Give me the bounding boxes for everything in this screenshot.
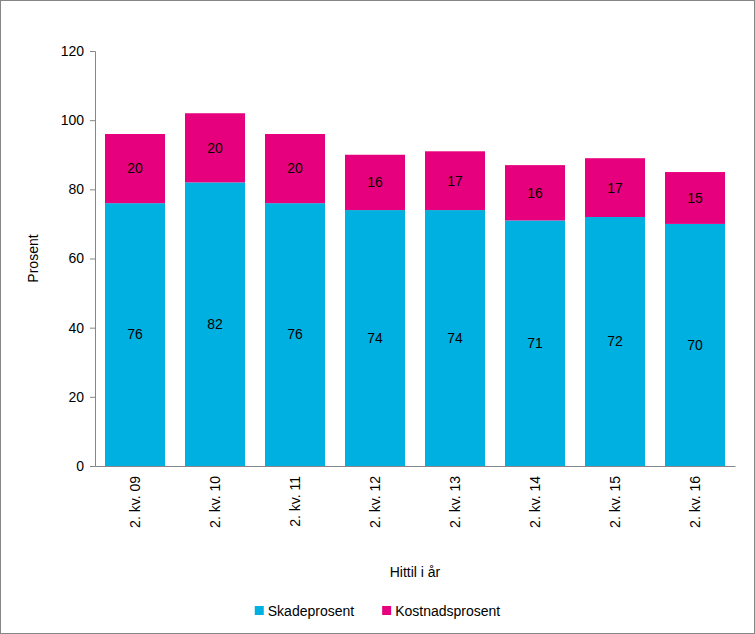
y-tick-mark xyxy=(90,120,95,121)
y-tick-label: 40 xyxy=(68,320,84,336)
y-tick: 20 xyxy=(68,389,95,405)
legend-swatch xyxy=(382,606,391,615)
y-tick: 80 xyxy=(68,181,95,197)
y-tick-mark xyxy=(90,397,95,398)
bar-segment xyxy=(665,224,725,466)
x-tick-label: 2. kv. 10 xyxy=(207,476,223,528)
data-label: 74 xyxy=(447,330,463,346)
x-tick-label: 2. kv. 15 xyxy=(607,476,623,528)
chart-border xyxy=(1,1,755,634)
plot: 76 82 76 74 74 71 72 70 20 20 20 16 17 16 17 15 0 20 40 60 8… xyxy=(61,43,736,528)
y-axis-line xyxy=(90,52,96,467)
y-tick-label: 120 xyxy=(61,43,85,59)
y-axis: 0 20 40 60 80 100 120 xyxy=(61,43,96,474)
data-label: 76 xyxy=(127,326,143,342)
y-tick-mark xyxy=(90,466,95,467)
data-label: 20 xyxy=(127,160,143,176)
x-tick: 2. kv. 10 xyxy=(207,476,223,528)
x-axis: 2. kv. 09 2. kv. 10 2. kv. 11 2. kv. 12 2. k… xyxy=(96,467,736,528)
legend: Skadeprosent Kostnadsprosent xyxy=(255,603,501,619)
data-label: 20 xyxy=(207,140,223,156)
x-tick: 2. kv. 11 xyxy=(287,476,303,527)
bar-segment xyxy=(665,172,725,224)
x-axis-title: Hittil i år xyxy=(390,564,441,580)
x-tick-label: 2. kv. 13 xyxy=(447,476,463,528)
data-label: 17 xyxy=(447,173,463,189)
y-tick: 120 xyxy=(61,43,95,59)
y-tick: 0 xyxy=(76,458,95,474)
bar-segment xyxy=(265,203,325,466)
legend-swatch xyxy=(255,606,264,615)
legend-item: Kostnadsprosent xyxy=(382,603,500,619)
data-label: 71 xyxy=(527,335,543,351)
bar-segment xyxy=(585,217,645,466)
y-tick-label: 60 xyxy=(68,250,84,266)
data-label: 17 xyxy=(607,180,623,196)
data-label: 72 xyxy=(607,333,623,349)
y-axis-title: Prosent xyxy=(25,234,41,282)
bar-segment xyxy=(185,113,245,182)
y-tick-label: 80 xyxy=(68,181,84,197)
y-tick: 60 xyxy=(68,250,95,266)
y-tick-mark xyxy=(90,328,95,329)
bar-segment xyxy=(345,210,405,466)
y-tick-label: 100 xyxy=(61,112,85,128)
y-tick-mark xyxy=(90,51,95,52)
bar-segment xyxy=(505,165,565,220)
x-tick-label: 2. kv. 14 xyxy=(527,476,543,528)
data-label: 70 xyxy=(687,337,703,353)
legend-label: Kostnadsprosent xyxy=(395,603,500,619)
x-tick: 2. kv. 13 xyxy=(447,476,463,528)
bar-segment xyxy=(345,155,405,210)
x-tick-label: 2. kv. 16 xyxy=(687,476,703,528)
bar-segment xyxy=(105,134,165,203)
x-tick: 2. kv. 14 xyxy=(527,476,543,528)
x-tick: 2. kv. 09 xyxy=(127,476,143,528)
x-axis-line xyxy=(96,466,736,467)
y-tick-mark xyxy=(90,259,95,260)
bar-segment xyxy=(505,220,565,466)
data-labels: 76 82 76 74 74 71 72 70 20 20 20 16 17 16 17 15 xyxy=(127,140,703,353)
x-tick-label: 2. kv. 09 xyxy=(127,476,143,528)
bar-segment xyxy=(425,210,485,466)
x-tick: 2. kv. 12 xyxy=(367,476,383,528)
data-label: 15 xyxy=(687,190,703,206)
bar-segment xyxy=(585,158,645,217)
y-tick: 40 xyxy=(68,320,95,336)
bar-segment xyxy=(265,134,325,203)
data-label: 20 xyxy=(287,160,303,176)
legend-item: Skadeprosent xyxy=(255,603,355,619)
legend-label: Skadeprosent xyxy=(268,603,355,619)
x-tick-label: 2. kv. 11 xyxy=(287,476,303,527)
data-label: 16 xyxy=(367,174,383,190)
y-tick: 100 xyxy=(61,112,95,128)
y-tick-label: 0 xyxy=(76,458,84,474)
data-label: 74 xyxy=(367,330,383,346)
x-tick-label: 2. kv. 12 xyxy=(367,476,383,528)
y-tick-mark xyxy=(90,189,95,190)
bars xyxy=(105,113,725,466)
bar-segment xyxy=(425,151,485,210)
bar-segment xyxy=(185,182,245,466)
chart: 76 82 76 74 74 71 72 70 20 20 20 16 17 16 17 15 0 20 40 60 8… xyxy=(0,0,755,634)
data-label: 16 xyxy=(527,185,543,201)
x-tick: 2. kv. 16 xyxy=(687,476,703,528)
bar-segment xyxy=(105,203,165,466)
data-label: 82 xyxy=(207,316,223,332)
y-tick-label: 20 xyxy=(68,389,84,405)
data-label: 76 xyxy=(287,326,303,342)
x-tick: 2. kv. 15 xyxy=(607,476,623,528)
